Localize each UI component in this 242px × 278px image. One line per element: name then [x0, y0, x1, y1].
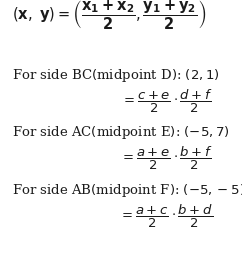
Text: $= \dfrac{a + e}{2}\cdot\dfrac{b + f}{2}$: $= \dfrac{a + e}{2}\cdot\dfrac{b + f}{2}…: [120, 145, 213, 172]
Text: $(\mathbf{x},\ \mathbf{y}) = \left(\dfrac{\mathbf{x_1 + x_2}}{\mathbf{2}},\dfrac: $(\mathbf{x},\ \mathbf{y}) = \left(\dfra…: [12, 0, 206, 32]
Text: For side AC$($midpoint E$)$: $(-5,7)$: For side AC$($midpoint E$)$: $(-5,7)$: [12, 123, 230, 141]
Text: $= \dfrac{a + c}{2}\cdot\dfrac{b + d}{2}$: $= \dfrac{a + c}{2}\cdot\dfrac{b + d}{2}…: [119, 203, 213, 230]
Text: $= \dfrac{c + e}{2}\cdot\dfrac{d + f}{2}$: $= \dfrac{c + e}{2}\cdot\dfrac{d + f}{2}…: [121, 88, 213, 115]
Text: For side BC$($midpoint D$)$: $(2,1)$: For side BC$($midpoint D$)$: $(2,1)$: [12, 66, 220, 84]
Text: For side AB$($midpoint F$)$: $(-5,-5)$: For side AB$($midpoint F$)$: $(-5,-5)$: [12, 182, 242, 199]
